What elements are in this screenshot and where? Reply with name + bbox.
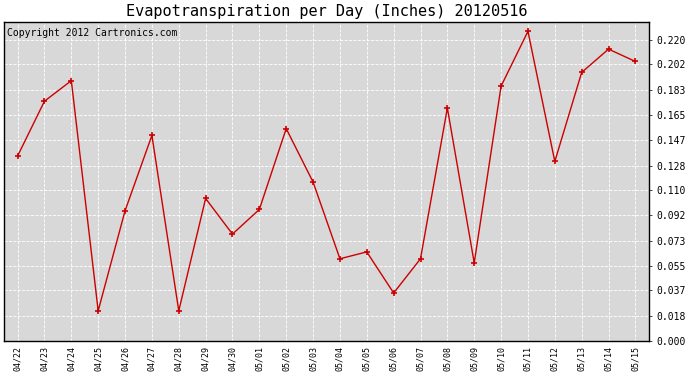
Title: Evapotranspiration per Day (Inches) 20120516: Evapotranspiration per Day (Inches) 2012… [126,4,527,19]
Text: Copyright 2012 Cartronics.com: Copyright 2012 Cartronics.com [8,28,178,38]
